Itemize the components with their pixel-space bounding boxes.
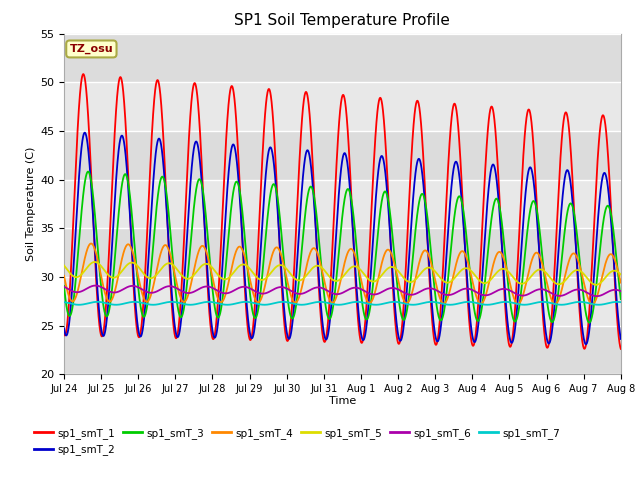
Bar	[64, 326, 621, 374]
Text: TZ_osu: TZ_osu	[70, 44, 113, 54]
X-axis label: Time: Time	[329, 396, 356, 406]
Bar	[64, 228, 621, 277]
Bar	[64, 277, 621, 326]
Title: SP1 Soil Temperature Profile: SP1 Soil Temperature Profile	[234, 13, 451, 28]
Bar	[64, 34, 621, 82]
Bar	[64, 82, 621, 131]
Bar	[64, 180, 621, 228]
Y-axis label: Soil Temperature (C): Soil Temperature (C)	[26, 147, 36, 261]
Bar	[64, 131, 621, 180]
Legend: sp1_smT_1, sp1_smT_2, sp1_smT_3, sp1_smT_4, sp1_smT_5, sp1_smT_6, sp1_smT_7: sp1_smT_1, sp1_smT_2, sp1_smT_3, sp1_smT…	[30, 424, 564, 459]
